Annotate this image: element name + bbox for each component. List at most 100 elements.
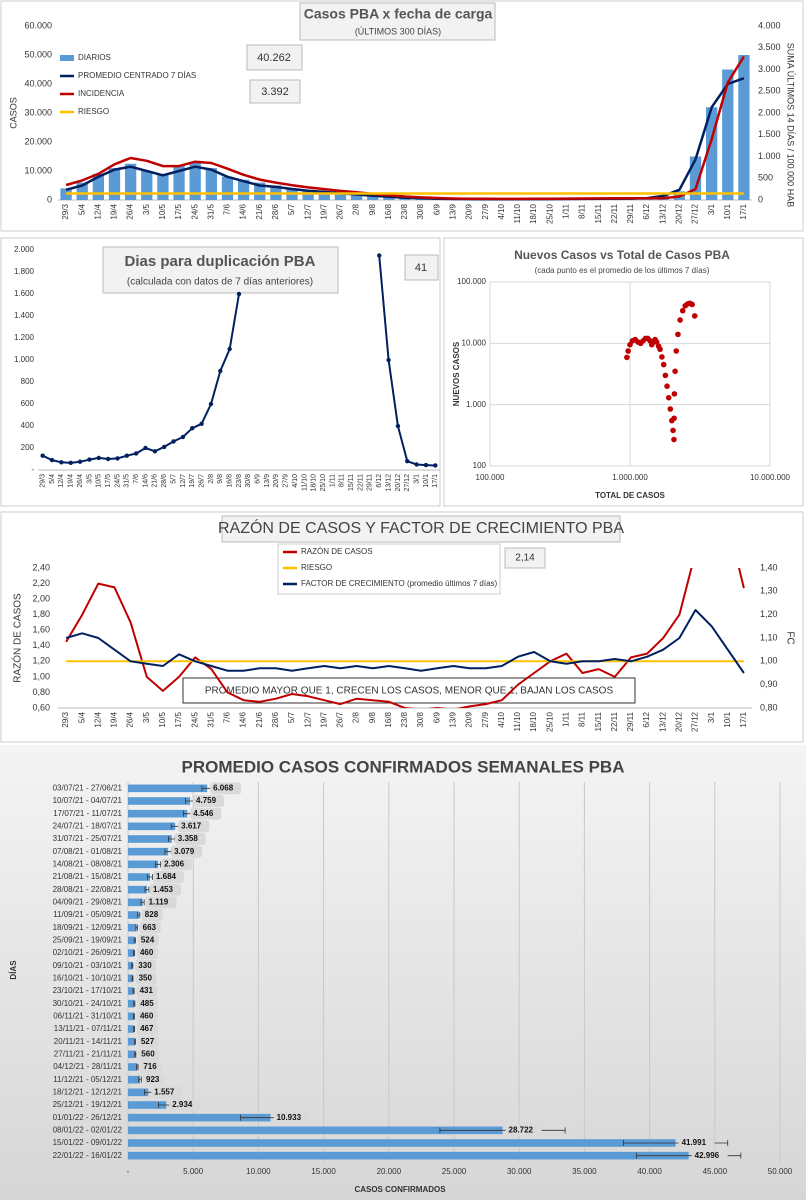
bar: [141, 171, 153, 200]
x-tick-label: 8/11: [578, 711, 587, 727]
y-tick-label: 0,80: [760, 702, 778, 712]
x-tick-label: 30/8: [416, 203, 425, 219]
x-tick-label: 30/8: [416, 711, 425, 727]
point: [236, 291, 242, 297]
data-label: 527: [141, 1037, 155, 1046]
point: [673, 348, 680, 354]
data-label: 460: [140, 948, 154, 957]
panel: [443, 237, 804, 507]
y-tick-label: 1,40: [32, 640, 50, 650]
error-bar: [146, 874, 153, 880]
x-tick-label: 19/4: [68, 474, 75, 488]
x-tick-label: 6/9: [432, 203, 441, 215]
error-bar: [138, 1076, 142, 1083]
y-tick-label: 400: [21, 421, 35, 430]
annotation-box: [246, 44, 303, 71]
x-tick-label: 21/6: [255, 203, 264, 219]
bar: [221, 176, 234, 200]
data-label: 1.453: [153, 885, 174, 894]
x-tick-label: 3/1: [707, 711, 716, 723]
bar: [706, 107, 718, 200]
bar: [128, 1126, 503, 1135]
x-tick-label: 31/5: [206, 203, 215, 219]
error-bar: [133, 1000, 136, 1007]
y-tick-label: 03/07/21 - 27/06/21: [53, 783, 123, 792]
annotation: 2,14: [515, 553, 535, 564]
y-tick-label: 31/07/21 - 25/07/21: [53, 834, 123, 843]
y-tick-label: 30/10/21 - 24/10/21: [53, 999, 123, 1008]
y-tick-label: 1.000: [14, 355, 35, 364]
bar: [157, 173, 169, 200]
data-label: 923: [146, 1075, 160, 1084]
y-tick-label: 21/08/21 - 15/08/21: [53, 872, 123, 881]
y-tick-label: 200: [21, 443, 35, 452]
x-tick-label: 10/1: [723, 711, 732, 727]
y-tick-label: 04/09/21 - 29/08/21: [53, 897, 123, 906]
legend-label: DIARIOS: [78, 53, 111, 62]
y-tick-label: 600: [21, 399, 35, 408]
x-tick-label: 26/7: [198, 474, 205, 488]
x-tick-label: 20/9: [465, 203, 474, 219]
bar: [189, 162, 201, 200]
annotation-box: [249, 79, 301, 104]
bar: [108, 168, 121, 200]
y-tick-label: 25/09/21 - 19/09/21: [53, 935, 123, 944]
point: [677, 317, 683, 323]
point: [68, 460, 73, 466]
bar: [128, 797, 191, 805]
y-axis-label: RAZÓN DE CASOS: [11, 593, 24, 683]
x-tick-label: 19/7: [319, 711, 328, 727]
data-label: 6.068: [213, 783, 234, 792]
data-label-bg: [143, 1073, 165, 1086]
point: [691, 313, 698, 319]
panel: [0, 745, 806, 1200]
x-tick-label: 16/8: [226, 474, 233, 488]
x-tick-label: 1.000.000: [612, 473, 648, 482]
point: [423, 462, 429, 468]
error-bar: [155, 861, 162, 868]
x-tick-label: 15/11: [594, 203, 603, 223]
bar: [383, 196, 395, 200]
y-tick-label: 1.800: [14, 267, 35, 276]
point: [671, 391, 678, 397]
x-tick-label: 25/10: [320, 474, 327, 492]
y-tick-label: 06/11/21 - 31/10/21: [53, 1011, 122, 1020]
y-tick-label: 0,60: [32, 702, 50, 712]
error-bar: [140, 899, 145, 906]
data-label-bg: [135, 972, 157, 985]
bar: [128, 784, 208, 793]
chart-title: Dias para duplicación PBA: [125, 253, 316, 270]
data-label: 10.933: [277, 1113, 302, 1122]
x-tick-label: 19/4: [110, 711, 119, 727]
x-tick-label: 16/8: [384, 711, 393, 727]
x-tick-label: 10/1: [423, 474, 430, 488]
x-tick-label: 2/8: [208, 474, 215, 484]
y-tick-label: 3.500: [758, 42, 781, 52]
title-box: [102, 246, 339, 294]
data-label-bg: [139, 921, 161, 934]
point: [87, 457, 92, 462]
x-tick-label: 2/8: [352, 711, 361, 723]
x-tick-label: 20/9: [273, 474, 280, 488]
legend-label: FACTOR DE CRECIMIENTO (promedio últimos …: [301, 579, 498, 588]
bar: [128, 860, 159, 869]
annotation: 41: [415, 262, 427, 274]
y-tick-label: 1,00: [32, 671, 50, 681]
y-tick-label: 3.000: [758, 64, 781, 74]
legend-label: RIESGO: [301, 563, 332, 572]
point: [624, 354, 630, 361]
x-tick-label: 12/7: [303, 203, 312, 219]
data-label: 460: [140, 1011, 154, 1020]
x-tick-label: 5/4: [77, 711, 86, 723]
bar: [128, 822, 176, 831]
error-bar: [137, 912, 141, 918]
point: [105, 456, 111, 462]
x-tick-label: 23/8: [236, 474, 243, 488]
error-bar: [131, 975, 134, 982]
x-tick-label: 35.000: [572, 1167, 597, 1176]
point: [664, 383, 670, 390]
x-tick-label: 20.000: [377, 1167, 402, 1176]
x-tick-label: 12/4: [93, 203, 102, 219]
data-label-bg: [152, 871, 184, 883]
line: [65, 55, 745, 201]
